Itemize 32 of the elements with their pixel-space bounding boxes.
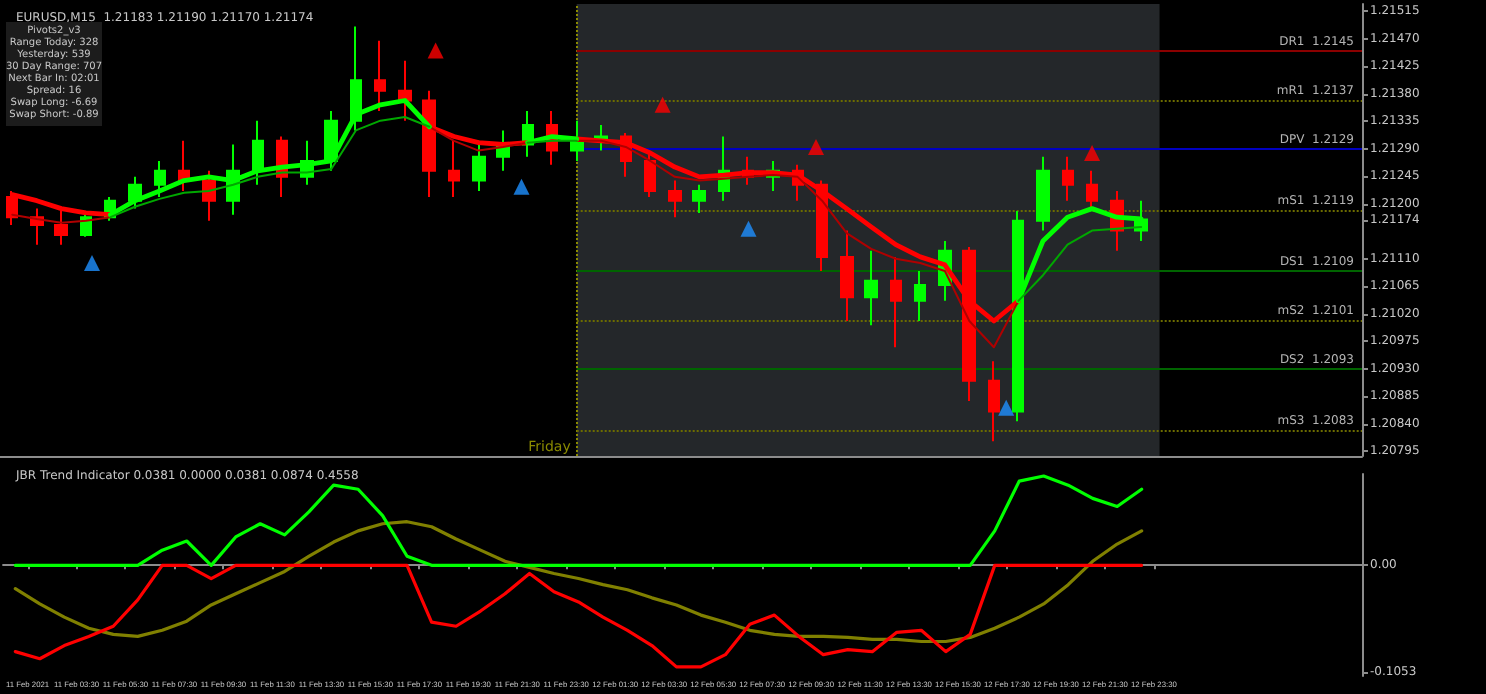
candlestick [668,179,682,219]
candlestick [202,169,216,222]
candlestick [570,119,584,162]
candlestick [448,139,460,199]
candlestick [1062,155,1074,202]
candlestick [816,179,828,272]
candlestick [252,119,264,186]
candlestick [398,59,412,122]
candlestick [154,159,166,199]
candlestick [1086,169,1098,213]
point [427,42,444,59]
candlestick [914,269,926,323]
candlestick [692,183,706,214]
point [513,178,530,195]
candlestick [1036,155,1050,232]
candlestick [472,139,486,192]
point [998,399,1015,416]
candlestick [890,255,902,349]
point [1084,145,1101,162]
candlestick [54,210,68,246]
candlestick [374,39,386,112]
candlestick [988,360,1000,443]
line-series [13,520,1144,644]
line-series [13,474,1144,567]
candlestick [644,149,656,199]
candlestick [840,229,854,323]
line-series [13,563,1144,669]
point [740,220,757,237]
point [807,138,824,155]
point [84,254,101,271]
candlestick [864,249,878,327]
point [654,96,671,113]
